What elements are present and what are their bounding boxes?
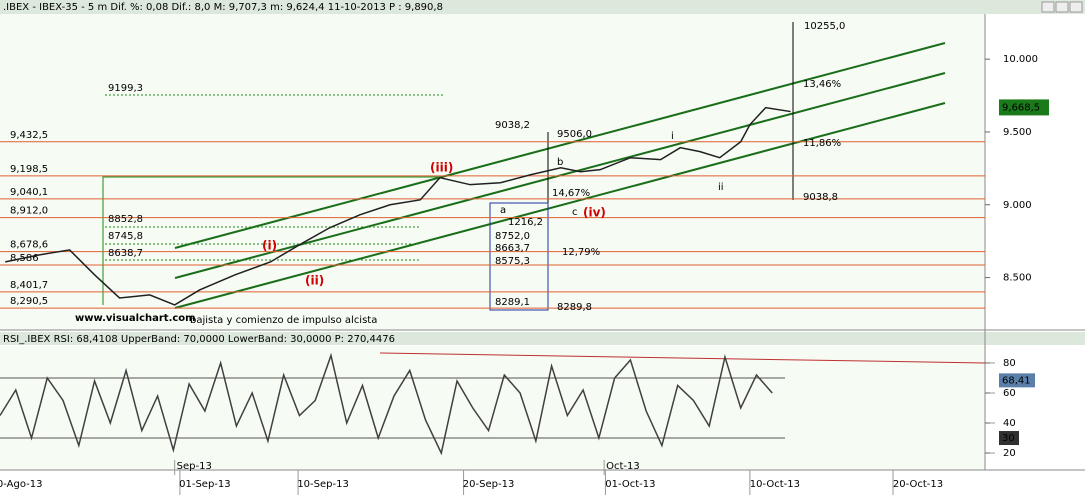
measure-box [489, 202, 549, 311]
button[interactable] [1055, 1, 1069, 13]
annotation: (iii) [430, 161, 453, 175]
annotation: b [557, 157, 563, 168]
annotation: 14,67% [552, 188, 590, 199]
annotation: 8663,7 [495, 243, 530, 254]
rsi-header-bar [0, 332, 1085, 345]
level-label: 9,198,5 [10, 164, 48, 175]
annotation: 8638,7 [108, 248, 143, 259]
lower-value-label: 30 [1002, 433, 1015, 444]
x-tick-label: 10-Sep-13 [297, 479, 349, 490]
annotation: 8752,0 [495, 231, 530, 242]
header-bar [0, 0, 1085, 14]
level-label: 8,290,5 [10, 296, 48, 307]
annotation: 8289,1 [495, 297, 530, 308]
last-value-label: 68,41 [1002, 375, 1031, 386]
chart-title: .IBEX - IBEX-35 - 5 m Dif. %: 0,08 Dif.:… [3, 2, 443, 13]
y-tick-label: 40 [1003, 418, 1016, 429]
annotation: www.visualchart.com [75, 313, 196, 324]
y-tick-label: 20 [1003, 448, 1016, 459]
button[interactable] [1069, 1, 1083, 13]
annotation: (iv) [583, 206, 606, 220]
last-price-box [999, 99, 1049, 116]
lower-value-box [999, 431, 1019, 446]
level-label: 9,040,1 [10, 187, 48, 198]
level-label: 8,912,0 [10, 206, 48, 217]
annotation: (i) [262, 239, 277, 253]
annotation: (ii) [305, 274, 324, 288]
annotation: 8575,3 [495, 256, 530, 267]
rsi-title: RSI_.IBEX RSI: 68,4108 UpperBand: 70,000… [3, 334, 395, 345]
last-value-box [999, 373, 1035, 388]
month-tick-label: Sep-13 [177, 461, 212, 472]
annotation: i [671, 131, 674, 142]
y-tick-label: 9.000 [1003, 200, 1032, 211]
rsi-panel [0, 346, 985, 470]
y-tick-label: 60 [1003, 388, 1016, 399]
y-tick-label: 80 [1003, 358, 1016, 369]
x-tick-label: 0-Ago-13 [0, 479, 42, 490]
channel-line [174, 102, 946, 309]
price-panel [0, 14, 985, 330]
x-tick-label: 20-Sep-13 [463, 479, 515, 490]
month-tick-label: Oct-13 [606, 461, 640, 472]
price-line [0, 352, 773, 456]
annotation: 13,46% [803, 79, 841, 90]
annotation: 8745,8 [108, 231, 143, 242]
annotation: 9506,0 [557, 129, 592, 140]
x-tick-label: 10-Oct-13 [750, 479, 800, 490]
level-label: 8,678,6 [10, 240, 48, 251]
channel-line [174, 42, 946, 249]
x-tick-label: 01-Sep-13 [179, 479, 231, 490]
annotation: c [572, 207, 578, 218]
annotation: 12,79% [562, 247, 600, 258]
last-price-label: 9,668,5 [1002, 102, 1040, 113]
annotation: a [500, 205, 506, 216]
annotation: 11,86% [803, 138, 841, 149]
annotation: ii [718, 182, 724, 193]
level-label: 8,401,7 [10, 280, 48, 291]
x-tick-label: 20-Oct-13 [893, 479, 943, 490]
y-tick-label: 9.500 [1003, 127, 1032, 138]
annotation: 10255,0 [804, 21, 845, 32]
annotation: 9038,2 [495, 120, 530, 131]
y-tick-label: 10.000 [1003, 54, 1038, 65]
annotation: bajista y comienzo de impulso alcista [190, 315, 377, 326]
x-tick-label: 01-Oct-13 [605, 479, 655, 490]
price-line [5, 106, 791, 306]
annotation: 9199,3 [108, 83, 143, 94]
annotation: 1216,2 [508, 217, 543, 228]
window-buttons[interactable] [1041, 1, 1083, 13]
y-tick-label: 8.500 [1003, 273, 1032, 284]
button[interactable] [1041, 1, 1055, 13]
annotation: 8852,8 [108, 214, 143, 225]
rsi-trend-line [379, 352, 986, 364]
box-line [102, 176, 440, 305]
annotation: 9038,8 [803, 192, 838, 203]
annotation: 8289,8 [557, 302, 592, 313]
level-label: 9,432,5 [10, 130, 48, 141]
drawings [102, 22, 986, 364]
